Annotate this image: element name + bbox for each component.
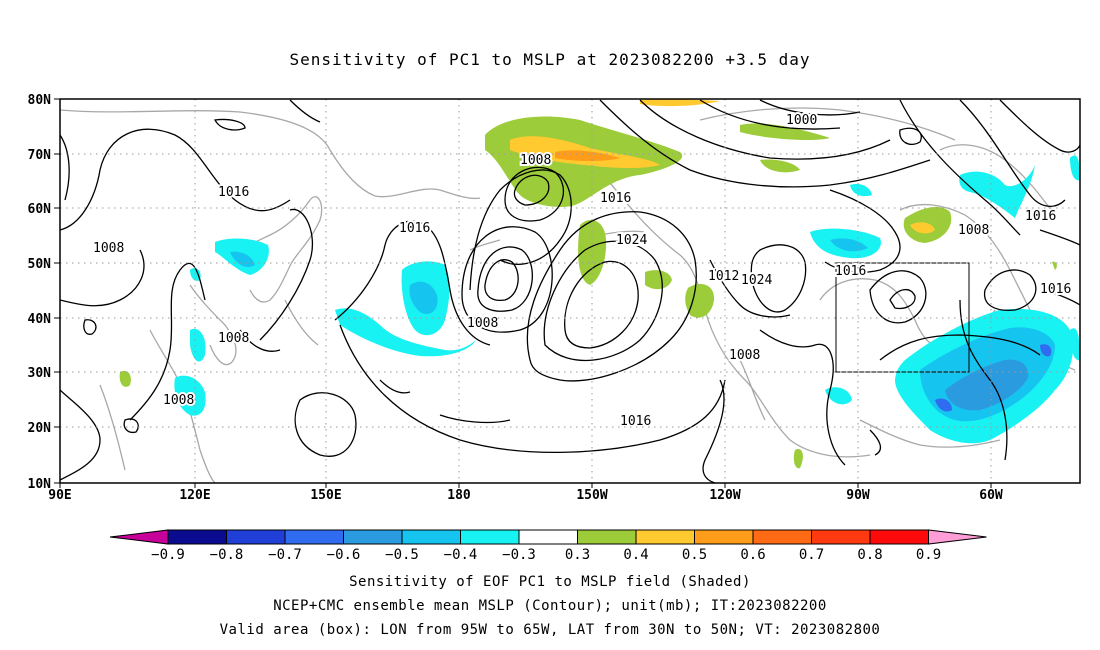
contour-label: 1016 (1040, 282, 1071, 297)
lon-label: 90E (48, 488, 71, 503)
contour-label: 1016 (1025, 209, 1056, 224)
colorbar-label: 0.3 (565, 547, 590, 563)
longitude-labels: 90E 120E 150E 180 150W 120W 90W 60W (48, 488, 1003, 503)
lat-label: 60N (28, 202, 52, 217)
caption-line-1: Sensitivity of EOF PC1 to MSLP field (Sh… (349, 574, 751, 590)
colorbar-low-triangle (109, 529, 169, 545)
colorbar-segment (577, 529, 637, 545)
sensitivity-shading (119, 99, 1080, 469)
valid-area-box (835, 262, 970, 373)
colorbar-segment (694, 529, 754, 545)
contour-label: 1000 (786, 113, 817, 128)
axis-ticks (54, 98, 992, 488)
colorbar-label: −0.8 (210, 547, 244, 563)
colorbar-label: −0.9 (151, 547, 185, 563)
contour-label: 1008 (729, 348, 760, 363)
lon-label: 150W (576, 488, 607, 503)
colorbar-segment (167, 529, 227, 545)
contour-label: 1008 (958, 223, 989, 238)
contour-label: 1024 (741, 273, 772, 288)
colorbar-segment (343, 529, 403, 545)
colorbar-label: −0.7 (268, 547, 302, 563)
lon-label: 120W (709, 488, 740, 503)
colorbar-segment (752, 529, 812, 545)
colorbar-segment (869, 529, 929, 545)
map-frame (59, 98, 1081, 484)
colorbar-segment (284, 529, 344, 545)
colorbar-segment (635, 529, 695, 545)
contour-label: 1008 (520, 153, 551, 168)
colorbar-segment (226, 529, 286, 545)
colorbar-label: 0.6 (740, 547, 765, 563)
lon-label: 60W (979, 488, 1003, 503)
lat-label: 50N (28, 257, 52, 272)
lon-label: 150E (310, 488, 341, 503)
contour-label: 1008 (467, 316, 498, 331)
colorbar-segment (811, 529, 871, 545)
colorbar-label: −0.4 (444, 547, 478, 563)
colorbar-segment (460, 529, 520, 545)
lon-label: 180 (447, 488, 471, 503)
colorbar-segment (401, 529, 461, 545)
colorbar-label: −0.3 (502, 547, 536, 563)
lat-label: 80N (28, 93, 52, 108)
colorbar-high-triangle (928, 529, 987, 545)
lat-label: 20N (28, 421, 52, 436)
colorbar: −0.9 −0.8 −0.7 −0.6 −0.5 −0.4 −0.3 0.3 0.4 0.5 0.6… (109, 529, 987, 563)
contour-label: 1008 (218, 331, 249, 346)
grid-lines (60, 99, 1080, 483)
contour-label: 1016 (835, 264, 866, 279)
contour-label: 1012 (708, 269, 739, 284)
contour-label: 1016 (620, 414, 651, 429)
colorbar-label: −0.6 (327, 547, 361, 563)
caption-line-2: NCEP+CMC ensemble mean MSLP (Contour); u… (273, 598, 827, 614)
colorbar-label: 0.5 (682, 547, 707, 563)
contour-label: 1016 (399, 221, 430, 236)
mslp-contours (60, 99, 1080, 483)
contour-label: 1008 (93, 241, 124, 256)
lat-label: 70N (28, 148, 52, 163)
colorbar-label: −0.5 (385, 547, 419, 563)
latitude-labels: 80N 70N 60N 50N 40N 30N 20N 10N (28, 93, 52, 492)
lat-label: 30N (28, 366, 52, 381)
map-title: Sensitivity of PC1 to MSLP at 2023082200… (289, 50, 811, 69)
colorbar-segment (518, 529, 578, 545)
contour-label: 1016 (218, 185, 249, 200)
colorbar-label: 0.8 (857, 547, 882, 563)
contour-label: 1024 (616, 233, 647, 248)
lon-label: 90W (846, 488, 870, 503)
lat-label: 10N (28, 477, 52, 492)
contour-label: 1008 (163, 393, 194, 408)
contour-label: 1016 (600, 191, 631, 206)
caption-line-3: Valid area (box): LON from 95W to 65W, L… (219, 622, 881, 638)
colorbar-label: 0.4 (623, 547, 648, 563)
colorbar-label: 0.9 (916, 547, 941, 563)
lat-label: 40N (28, 312, 52, 327)
lon-label: 120E (179, 488, 210, 503)
colorbar-label: 0.7 (799, 547, 824, 563)
